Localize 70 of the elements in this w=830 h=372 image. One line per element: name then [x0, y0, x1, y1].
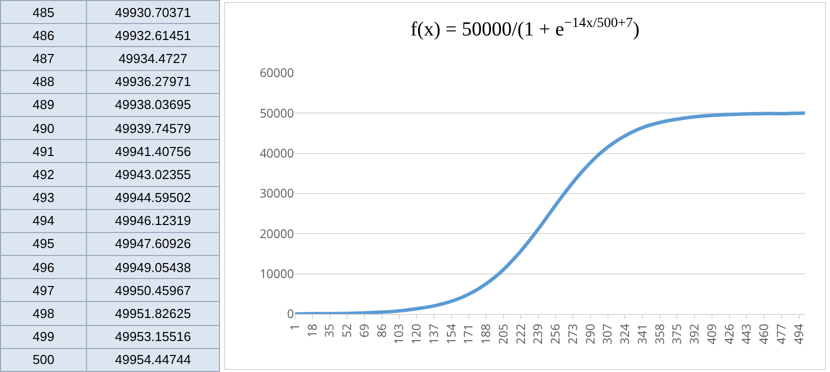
x-tick-label: 137	[424, 324, 442, 344]
y-tick-label: 500	[0, 348, 86, 372]
y-tick-label: 485	[0, 0, 86, 24]
y-tick-label: 40000	[260, 144, 294, 162]
x-tick-label: 154	[442, 324, 460, 344]
data-label: 49941.40756	[86, 140, 220, 163]
data-label: 49947.60926	[86, 232, 220, 256]
x-tick-label: 69	[355, 324, 372, 338]
x-tick-label: 443	[738, 324, 755, 344]
x-tick-label: 52	[338, 324, 356, 338]
x-tick-label: 273	[564, 324, 581, 344]
x-tick-label: 409	[702, 324, 720, 344]
data-label: 49938.03695	[86, 93, 220, 116]
y-tick-label: 498	[0, 302, 86, 326]
y-tick-label: 499	[0, 325, 86, 348]
x-tick-label: 290	[581, 324, 598, 344]
y-tick-label: 492	[0, 162, 86, 186]
x-tick-label: 222	[512, 324, 529, 344]
y-tick-label: 486	[0, 24, 86, 47]
x-tick-label: 188	[477, 324, 494, 344]
y-tick-label: 488	[0, 70, 86, 94]
x-tick-label: 171	[460, 324, 477, 344]
x-tick-label: 426	[720, 324, 738, 344]
x-tick-label: 460	[755, 324, 772, 344]
data-label: 49953.15516	[86, 325, 220, 348]
data-label: 49946.12319	[86, 209, 220, 232]
y-tick-label: 10000	[260, 265, 294, 282]
y-tick-label: 494	[0, 209, 86, 232]
x-tick-label: 375	[668, 324, 686, 344]
data-label: 49954.44744	[86, 348, 220, 372]
x-tick-label: 392	[686, 324, 703, 344]
y-tick-label: 493	[0, 186, 86, 210]
chart-title: f(x) = 50000/(1 + e$^{−14x/500+7}$)	[410, 16, 640, 40]
data-label: 49934.4727	[86, 46, 220, 70]
x-tick-label: 341	[633, 324, 650, 344]
x-tick-label: 120	[408, 324, 425, 344]
data-label: 49939.74579	[86, 116, 220, 140]
data-label: 49944.59502	[86, 186, 220, 210]
data-label: 49943.02355	[86, 162, 220, 186]
y-tick-label: 489	[0, 93, 86, 116]
x-tick-label: 86	[372, 324, 390, 338]
y-tick-label: 490	[0, 116, 86, 140]
x-tick-label: 103	[390, 324, 408, 344]
data-label: 49936.27971	[86, 70, 220, 94]
x-tick-label: 18	[303, 324, 320, 338]
y-tick-label: 30000	[260, 184, 294, 202]
data-label: 49951.82625	[86, 302, 220, 326]
x-tick-label: 494	[790, 324, 807, 344]
y-tick-label: 50000	[260, 104, 294, 122]
y-tick-label: 60000	[260, 64, 294, 82]
y-tick-label: 487	[0, 46, 86, 70]
x-tick-label: 477	[772, 324, 790, 344]
y-tick-label: 497	[0, 278, 86, 302]
x-tick-label: 324	[616, 324, 634, 344]
data-label: 49949.05438	[86, 256, 220, 279]
x-tick-label: 358	[650, 324, 668, 344]
x-tick-label: 1	[286, 324, 303, 331]
y-tick-label: 20000	[260, 224, 294, 242]
x-tick-label: 256	[546, 324, 564, 344]
y-tick-label: 495	[0, 232, 86, 256]
data-label: 49950.45967	[86, 278, 220, 302]
y-tick-label: 496	[0, 256, 86, 279]
y-tick-label: 491	[0, 140, 86, 163]
data-label: 49932.61451	[86, 24, 220, 47]
x-tick-label: 205	[494, 324, 512, 344]
x-tick-label: 307	[598, 324, 616, 344]
x-tick-label: 239	[529, 324, 546, 344]
x-tick-label: 35	[320, 324, 338, 338]
data-label: 49930.70371	[86, 0, 220, 24]
y-tick-label: 0	[287, 305, 294, 322]
